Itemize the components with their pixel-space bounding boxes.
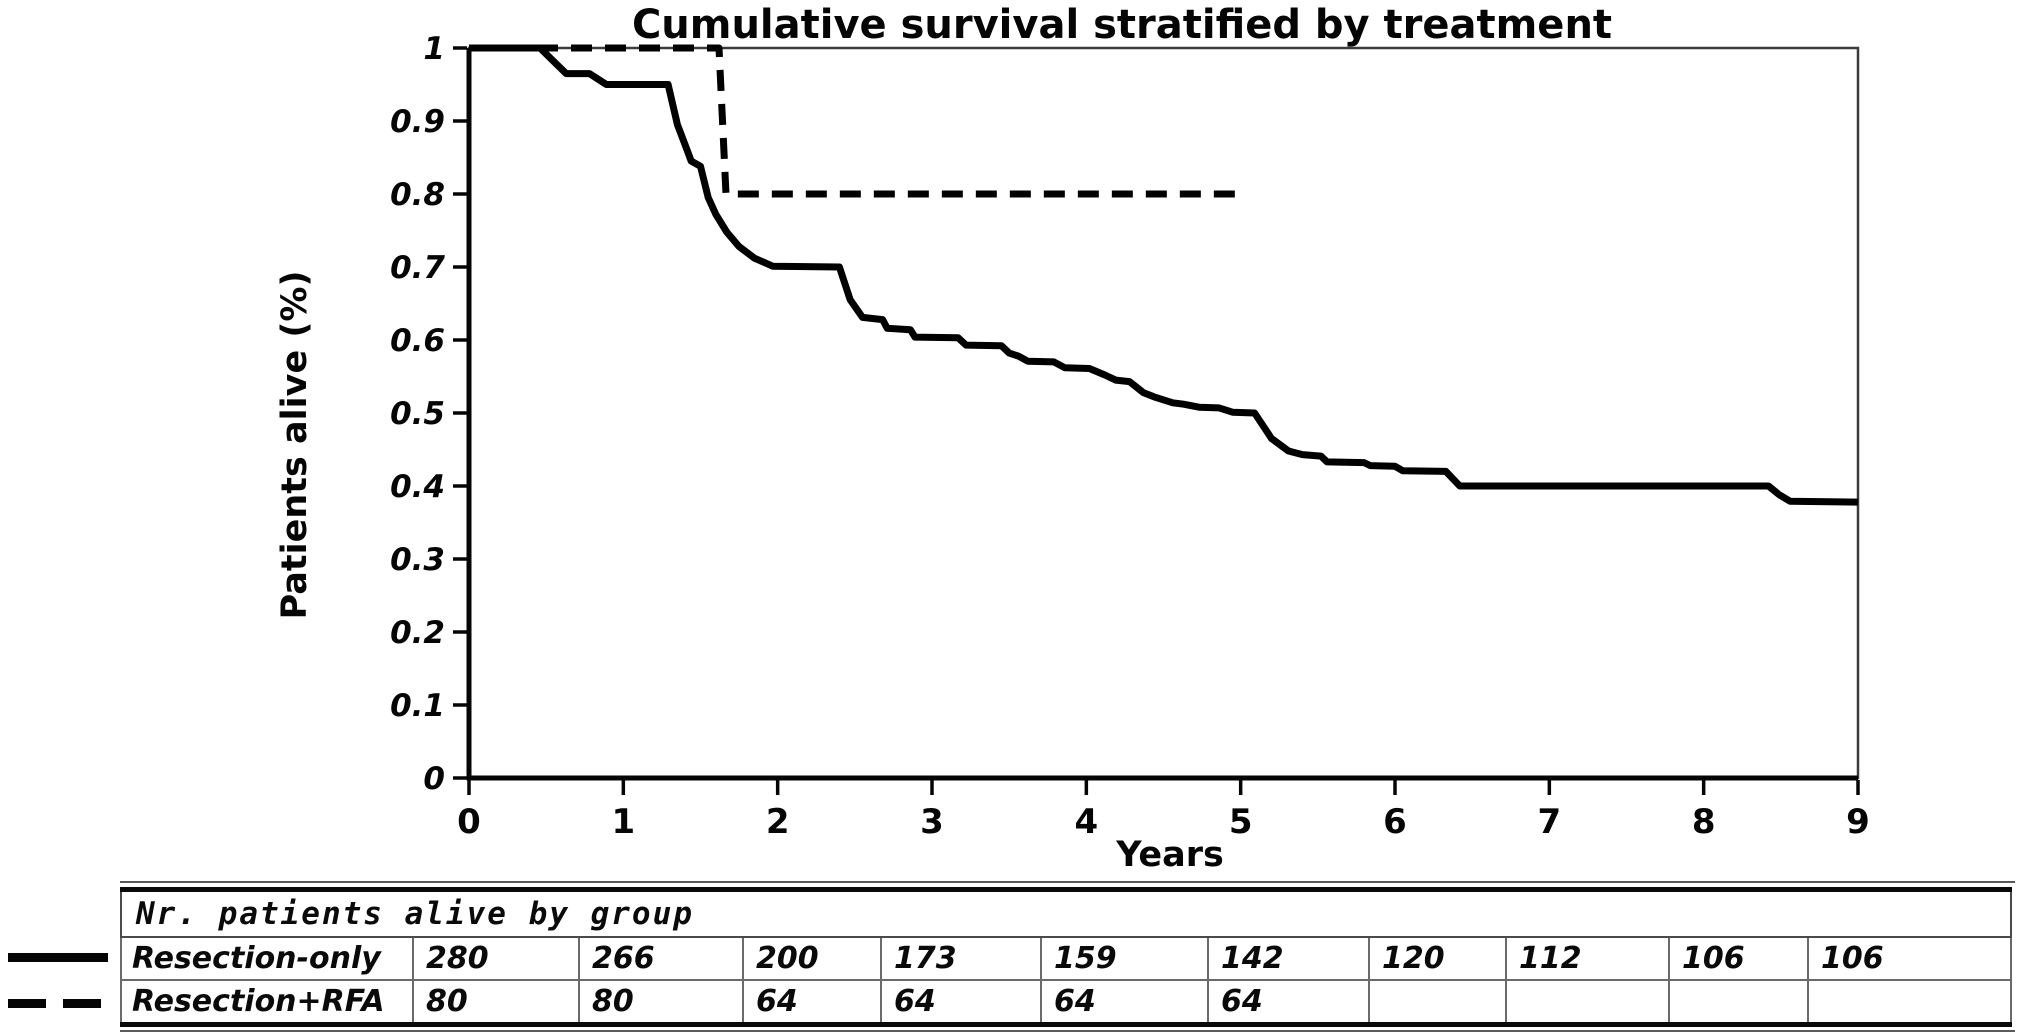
- y-axis-title: Patients alive (%): [275, 271, 315, 620]
- series-line-resection-only: [469, 44, 1859, 506]
- survival-curves: [469, 44, 1859, 506]
- risk-count-cell: 64: [1040, 979, 1209, 1026]
- legend-dash: [8, 999, 46, 1008]
- x-tick-label: 2: [766, 802, 790, 842]
- plot-border: [467, 46, 1860, 780]
- risk-count-cell: 106: [1668, 936, 1809, 981]
- risk-count-cell: 173: [880, 936, 1042, 981]
- risk-table-container: Nr. patients alive by group Resection-on…: [120, 887, 2013, 1027]
- risk-count-cell: 142: [1207, 936, 1370, 981]
- table-row: Resection+RFA 80 80 64 64 64 64: [120, 979, 2013, 1026]
- x-tick-label: 4: [1074, 802, 1098, 842]
- risk-table-header-row: Nr. patients alive by group: [121, 889, 2012, 938]
- y-tick-label: 0.5: [390, 396, 445, 432]
- risk-count-cell: [1368, 979, 1507, 1026]
- table-bottom-rule: [120, 1030, 2015, 1032]
- x-tick-label: 3: [920, 802, 944, 842]
- risk-count-cell: 64: [1207, 979, 1370, 1026]
- y-tick-label: 0.2: [390, 615, 445, 651]
- risk-count-cell: [1668, 979, 1809, 1026]
- x-tick-label: 6: [1383, 802, 1407, 842]
- risk-count-cell: 80: [412, 979, 580, 1026]
- risk-count-cell: 200: [742, 936, 882, 981]
- risk-count-cell: 64: [880, 979, 1042, 1026]
- risk-count-cell: [1806, 979, 2013, 1026]
- y-tick-label: 0: [423, 761, 445, 797]
- risk-count-cell: 159: [1040, 936, 1209, 981]
- legend-dashed-line-resection-rfa: [8, 999, 118, 1008]
- risk-count-cell: 80: [578, 979, 744, 1026]
- plot-frame: [466, 46, 1860, 781]
- risk-count-cell: 120: [1368, 936, 1507, 981]
- risk-count-cell: [1505, 979, 1670, 1026]
- row-label: Resection+RFA: [120, 979, 414, 1026]
- y-tick-label: 0.7: [390, 250, 445, 286]
- table-row: Resection-only 280 266 200 173 159 142 120 112 10…: [120, 936, 2013, 981]
- risk-count-cell: 106: [1806, 936, 2013, 981]
- risk-count-cell: 112: [1505, 936, 1670, 981]
- x-tick-label: 0: [457, 802, 481, 842]
- x-axis-title: Years: [1115, 835, 1224, 875]
- y-tick-label: 0.9: [390, 104, 445, 140]
- x-tick-label: 5: [1229, 802, 1253, 842]
- y-tick-label: 0.1: [390, 688, 445, 724]
- table-top-rule: [120, 881, 2015, 883]
- risk-count-cell: 280: [412, 936, 580, 981]
- y-tick-label: 1: [423, 31, 445, 67]
- x-tick-label: 1: [611, 802, 635, 842]
- row-label: Resection-only: [120, 936, 414, 981]
- x-tick-label: 7: [1537, 802, 1561, 842]
- legend-solid-line-resection-only: [8, 953, 108, 962]
- legend-dash: [63, 999, 101, 1008]
- risk-count-cell: 266: [578, 936, 744, 981]
- risk-count-cell: 64: [742, 979, 882, 1026]
- y-tick-label: 0.4: [390, 469, 445, 505]
- chart-title: Cumulative survival stratified by treatm…: [632, 2, 1612, 48]
- x-tick-label: 8: [1692, 802, 1716, 842]
- y-tick-label: 0.3: [390, 542, 445, 578]
- series-line-resection-rfa: [469, 44, 1236, 198]
- axis-ticks: 1 0.9 0.8 0.7 0.6 0.5 0.4 0.3 0.2 0.1 00 1 2 3 4 5 6 7 8 9: [390, 31, 1870, 842]
- y-tick-label: 0.6: [390, 323, 445, 359]
- y-tick-label: 0.8: [390, 177, 445, 213]
- x-tick-label: 9: [1846, 802, 1870, 842]
- risk-table: Nr. patients alive by group Resection-on…: [120, 887, 2013, 1027]
- survival-chart: 10.90.80.70.60.50.40.30.20.100 1 2 3 4 5 6 7 8 9 …: [275, 2, 1870, 875]
- risk-table-title: Nr. patients alive by group: [121, 889, 2012, 938]
